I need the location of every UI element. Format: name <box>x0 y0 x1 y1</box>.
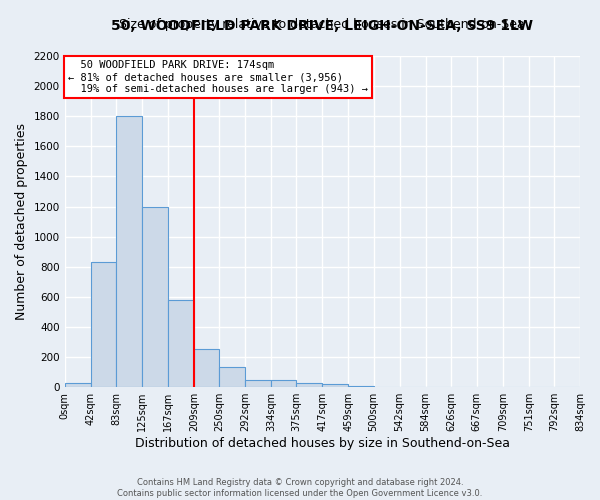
Bar <box>91 262 116 387</box>
Bar <box>168 300 194 387</box>
Y-axis label: Number of detached properties: Number of detached properties <box>15 123 28 320</box>
Text: Contains HM Land Registry data © Crown copyright and database right 2024.
Contai: Contains HM Land Registry data © Crown c… <box>118 478 482 498</box>
Bar <box>322 384 348 387</box>
Bar <box>194 349 219 387</box>
X-axis label: Distribution of detached houses by size in Southend-on-Sea: Distribution of detached houses by size … <box>135 437 510 450</box>
Text: 50, WOODFIELD PARK DRIVE, LEIGH-ON-SEA, SS9 1LW: 50, WOODFIELD PARK DRIVE, LEIGH-ON-SEA, … <box>112 19 533 33</box>
Text: 50 WOODFIELD PARK DRIVE: 174sqm
← 81% of detached houses are smaller (3,956)
  1: 50 WOODFIELD PARK DRIVE: 174sqm ← 81% of… <box>68 60 368 94</box>
Bar <box>245 380 271 387</box>
Bar <box>142 206 168 387</box>
Bar <box>271 380 296 387</box>
Bar <box>348 386 374 387</box>
Bar <box>116 116 142 387</box>
Bar <box>296 384 322 387</box>
Bar <box>65 384 91 387</box>
Bar <box>219 367 245 387</box>
Title: Size of property relative to detached houses in Southend-on-Sea: Size of property relative to detached ho… <box>119 18 525 31</box>
